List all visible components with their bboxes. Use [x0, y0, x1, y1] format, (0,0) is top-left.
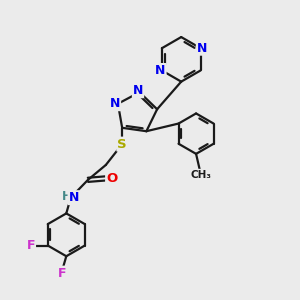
Text: N: N [197, 42, 207, 55]
Text: F: F [27, 239, 35, 252]
Text: F: F [58, 267, 66, 280]
Text: CH₃: CH₃ [190, 170, 212, 180]
Text: N: N [110, 97, 120, 110]
Text: N: N [68, 191, 79, 204]
Text: H: H [62, 190, 72, 203]
Text: S: S [117, 138, 127, 151]
Text: O: O [106, 172, 117, 185]
Text: N: N [155, 64, 166, 77]
Text: N: N [133, 84, 143, 97]
